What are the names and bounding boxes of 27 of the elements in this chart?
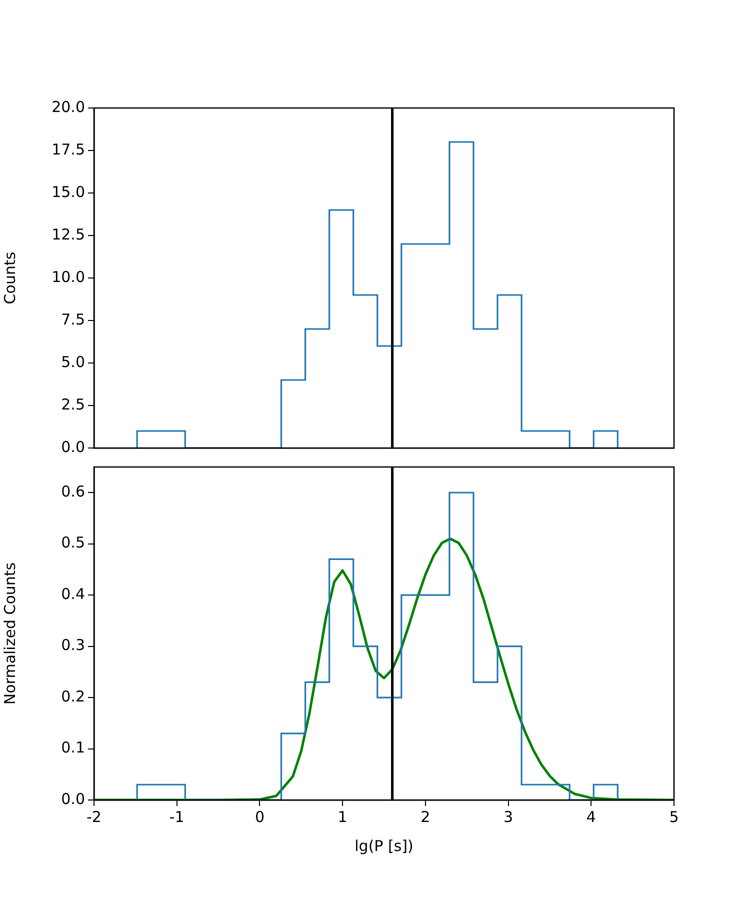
x-tick-label: -2 bbox=[86, 808, 102, 826]
y-tick-label: 0.3 bbox=[61, 636, 85, 654]
y-tick-label: 0.4 bbox=[61, 584, 85, 603]
y-tick-label: 0.5 bbox=[61, 534, 85, 552]
y-tick-label: 12.5 bbox=[52, 225, 85, 244]
y-tick-label: 10.0 bbox=[52, 268, 85, 286]
y-axis-title: Counts bbox=[0, 252, 19, 304]
y-axis-title: Normalized Counts bbox=[0, 562, 19, 705]
y-tick-label: 0.6 bbox=[61, 482, 85, 501]
x-tick-label: -1 bbox=[169, 808, 184, 826]
x-tick-label: 1 bbox=[338, 808, 348, 826]
y-tick-label: 7.5 bbox=[61, 310, 85, 328]
y-tick-label: 0.2 bbox=[61, 687, 85, 706]
y-tick-label: 15.0 bbox=[52, 182, 85, 201]
y-tick-label: 2.5 bbox=[61, 395, 85, 414]
x-tick-label: 2 bbox=[420, 808, 430, 826]
y-tick-label: 0.0 bbox=[61, 790, 85, 808]
y-tick-label: 17.5 bbox=[52, 140, 85, 158]
y-tick-label: 20.0 bbox=[52, 98, 85, 116]
x-tick-label: 4 bbox=[586, 808, 596, 826]
x-tick-label: 3 bbox=[504, 808, 514, 826]
y-tick-label: 0.0 bbox=[61, 438, 85, 456]
x-tick-label: 0 bbox=[254, 808, 264, 826]
y-tick-label: 0.1 bbox=[61, 738, 85, 757]
y-tick-label: 5.0 bbox=[61, 352, 85, 371]
x-axis-title: lg(P [s]) bbox=[354, 836, 414, 855]
x-tick-label: 5 bbox=[669, 808, 679, 826]
